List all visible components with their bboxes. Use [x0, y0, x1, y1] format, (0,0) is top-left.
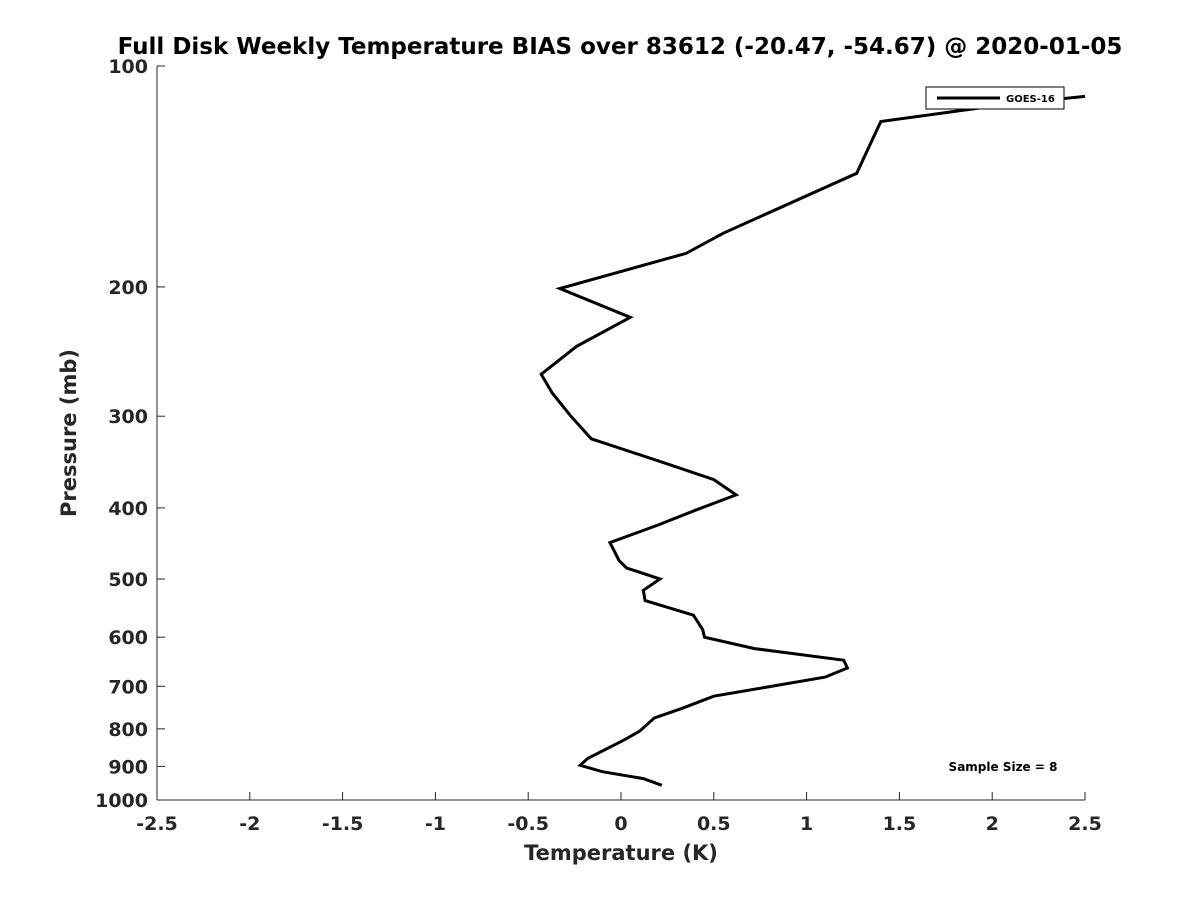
x-tick-label: 0.5: [697, 813, 731, 835]
sample-size-annotation: Sample Size = 8: [949, 760, 1058, 774]
x-tick-label: -1: [425, 813, 446, 835]
series-layer: [539, 94, 1086, 787]
legend: GOES-16: [925, 86, 1065, 110]
legend-label-goes-16: GOES-16: [1006, 94, 1055, 105]
x-tick-label: -1.5: [322, 813, 364, 835]
x-tick-label: 0: [614, 813, 627, 835]
chart-title: Full Disk Weekly Temperature BIAS over 8…: [118, 34, 1123, 60]
x-tick-label: 1: [800, 813, 813, 835]
y-tick-label: 400: [108, 498, 148, 520]
y-tick-label: 700: [108, 676, 148, 698]
x-tick-label: -2: [239, 813, 260, 835]
x-axis-label: Temperature (K): [524, 841, 718, 865]
x-tick-label: 1.5: [883, 813, 917, 835]
y-tick-label: 1000: [95, 790, 148, 812]
y-tick-label: 200: [108, 277, 148, 299]
x-tick-label: -2.5: [136, 813, 178, 835]
x-tick-label: 2.5: [1068, 813, 1102, 835]
x-tick-label: 2: [986, 813, 999, 835]
y-tick-label: 900: [108, 756, 148, 778]
y-ticks: 100 200 300 400 500 600 700 800 900 1000: [95, 56, 165, 812]
series-line-goes-16: [539, 94, 1086, 787]
y-tick-label: 300: [108, 406, 148, 428]
y-tick-label: 500: [108, 569, 148, 591]
x-ticks: -2.5 -2 -1.5 -1 -0.5 0 0.5 1 1.5 2 2.5: [136, 792, 1102, 835]
y-tick-label: 100: [108, 56, 148, 78]
y-tick-label: 600: [108, 627, 148, 649]
x-tick-label: -0.5: [507, 813, 549, 835]
y-tick-label: 800: [108, 719, 148, 741]
plot-axes: [156, 66, 1085, 801]
y-axis-label: Pressure (mb): [57, 349, 81, 517]
